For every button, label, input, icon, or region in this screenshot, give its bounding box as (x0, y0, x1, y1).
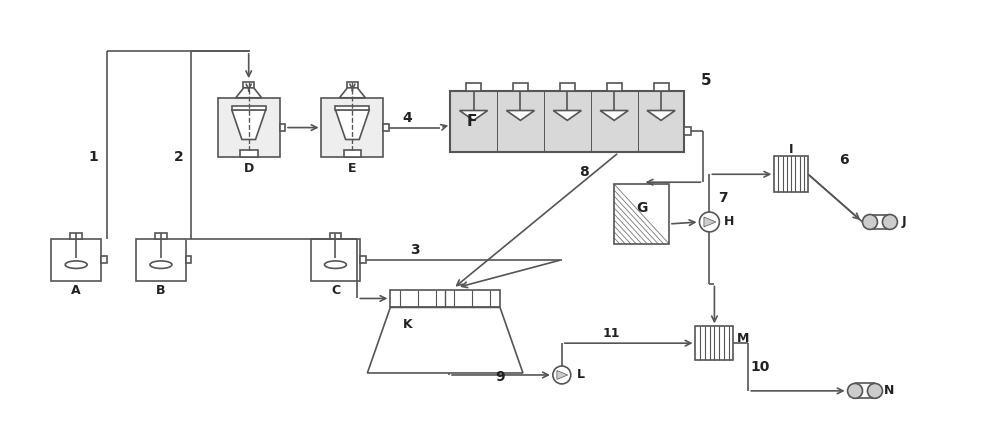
Bar (513, 83, 528, 91)
Polygon shape (553, 111, 581, 121)
Text: E: E (348, 162, 357, 175)
Circle shape (882, 215, 897, 229)
Text: B: B (156, 284, 166, 297)
Bar (344, 150, 361, 157)
Bar (240, 150, 258, 157)
Text: G: G (636, 201, 647, 215)
Bar (186, 256, 191, 263)
Bar (774, 156, 808, 192)
Text: A: A (71, 284, 81, 297)
Bar (311, 239, 360, 280)
Polygon shape (460, 111, 488, 121)
Bar (101, 256, 107, 263)
Text: I: I (789, 143, 793, 156)
Polygon shape (647, 111, 675, 121)
Text: K: K (402, 318, 412, 331)
Bar (439, 319, 451, 339)
Polygon shape (232, 110, 266, 140)
Polygon shape (704, 217, 716, 227)
Bar (684, 127, 691, 135)
Circle shape (867, 384, 882, 398)
Text: D: D (244, 162, 254, 175)
Text: N: N (884, 384, 894, 397)
Polygon shape (335, 110, 369, 140)
Bar (654, 83, 669, 91)
Bar (243, 82, 254, 88)
Text: L: L (577, 368, 585, 381)
Bar (360, 256, 366, 263)
Text: 2: 2 (174, 150, 183, 165)
Bar (280, 124, 285, 131)
Polygon shape (367, 308, 523, 373)
Bar (321, 98, 383, 157)
Bar (51, 239, 101, 280)
Text: 5: 5 (701, 73, 712, 89)
Text: 10: 10 (751, 360, 770, 374)
Text: 1: 1 (89, 150, 99, 165)
Bar (70, 233, 82, 239)
Bar (335, 105, 369, 110)
Bar (466, 83, 481, 91)
Text: M: M (737, 332, 750, 345)
Bar (383, 124, 389, 131)
Bar (607, 83, 622, 91)
Circle shape (862, 215, 877, 229)
Text: 8: 8 (579, 165, 589, 179)
Ellipse shape (65, 261, 87, 268)
Bar (614, 184, 669, 244)
Bar (560, 83, 575, 91)
Text: 3: 3 (410, 243, 420, 257)
Bar (347, 82, 358, 88)
Ellipse shape (324, 261, 346, 268)
Polygon shape (557, 371, 568, 379)
Text: F: F (467, 114, 477, 129)
Text: H: H (724, 216, 735, 229)
Text: 4: 4 (402, 111, 412, 125)
Polygon shape (236, 88, 262, 98)
Bar (450, 91, 684, 152)
Text: 9: 9 (495, 370, 505, 384)
Circle shape (848, 384, 862, 398)
Polygon shape (600, 111, 628, 121)
Bar (155, 233, 167, 239)
Circle shape (553, 366, 571, 384)
Text: C: C (331, 284, 340, 297)
Bar (136, 239, 186, 280)
Bar (695, 326, 733, 360)
Polygon shape (506, 111, 535, 121)
Polygon shape (339, 88, 365, 98)
Bar (232, 105, 266, 110)
Bar (330, 233, 341, 239)
Bar (390, 289, 500, 308)
Text: 11: 11 (603, 327, 620, 340)
Ellipse shape (150, 261, 172, 268)
Circle shape (699, 212, 719, 232)
Text: 7: 7 (719, 191, 728, 205)
Text: 6: 6 (839, 153, 849, 167)
Text: J: J (902, 216, 906, 229)
Bar (218, 98, 280, 157)
